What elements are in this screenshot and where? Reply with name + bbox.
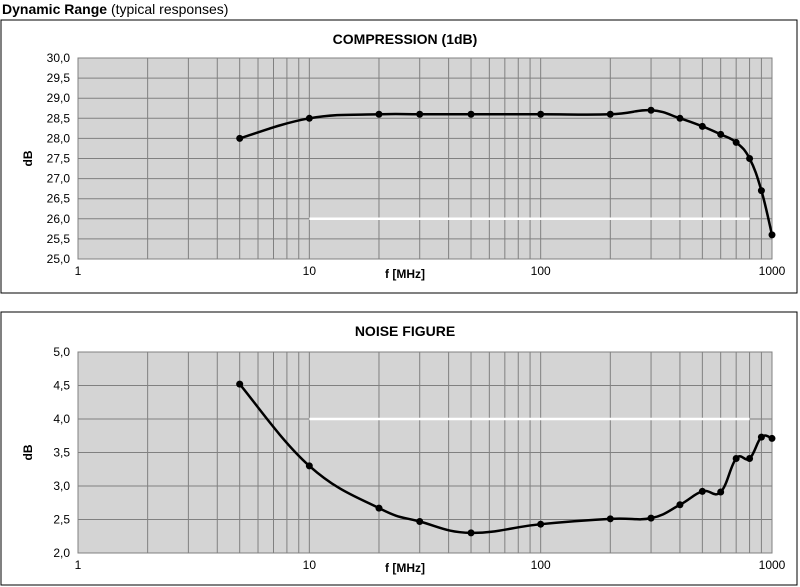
- chart-1: NOISE FIGURE 2,0 2,5 3,0 3,5 4,0 4,5 5,0 1 10 100 1…: [0, 311, 798, 586]
- y-tick-label: 2,0: [53, 546, 70, 560]
- data-point: [732, 138, 740, 146]
- data-point: [236, 380, 244, 388]
- data-point: [305, 114, 313, 122]
- y-tick-label: 27,0: [47, 172, 71, 186]
- data-point: [768, 434, 776, 442]
- data-point: [717, 488, 725, 496]
- y-tick-label: 30,0: [47, 51, 71, 65]
- data-point: [606, 110, 614, 118]
- data-point: [467, 110, 475, 118]
- x-tick-label: 100: [531, 558, 551, 572]
- data-point: [757, 187, 765, 195]
- chart-title: NOISE FIGURE: [355, 323, 455, 339]
- series-line: [239, 108, 774, 236]
- chart-0: COMPRESSION (1dB) 25,0 25,5 26,0 26,5 27,0 27,…: [0, 19, 798, 294]
- y-tick-label: 3,0: [53, 479, 70, 493]
- x-tick-label: 1: [75, 264, 82, 278]
- y-tick-label: 25,0: [47, 252, 71, 266]
- data-point: [698, 487, 706, 495]
- x-tick-label: 1000: [759, 558, 786, 572]
- data-point: [467, 529, 475, 537]
- y-tick-label: 25,5: [47, 232, 71, 246]
- x-axis-label: f [MHz]: [385, 267, 425, 281]
- x-axis-label: f [MHz]: [385, 561, 425, 575]
- x-tick-label: 1: [75, 558, 82, 572]
- page-heading: Dynamic Range (typical responses): [2, 1, 228, 17]
- data-point: [746, 455, 754, 463]
- data-point: [647, 106, 655, 114]
- chart-title: COMPRESSION (1dB): [333, 31, 478, 47]
- data-point: [416, 518, 424, 526]
- data-point: [537, 520, 545, 528]
- x-tick-label: 100: [531, 264, 551, 278]
- y-tick-label: 26,0: [47, 212, 71, 226]
- y-tick-label: 27,5: [47, 152, 71, 166]
- data-point: [768, 231, 776, 239]
- y-tick-label: 26,5: [47, 192, 71, 206]
- heading-subtitle: (typical responses): [110, 1, 229, 17]
- data-point: [717, 130, 725, 138]
- data-point: [732, 455, 740, 463]
- y-axis-label: dB: [21, 444, 35, 460]
- data-point: [375, 504, 383, 512]
- data-point: [647, 514, 655, 522]
- heading-title: Dynamic Range: [2, 1, 108, 17]
- data-point: [676, 501, 684, 509]
- data-point: [416, 110, 424, 118]
- data-point: [236, 134, 244, 142]
- y-tick-label: 3,5: [53, 446, 70, 460]
- x-tick-label: 10: [303, 264, 317, 278]
- y-tick-label: 4,5: [53, 379, 70, 393]
- x-tick-label: 1000: [759, 264, 786, 278]
- y-tick-label: 4,0: [53, 412, 70, 426]
- data-point: [757, 433, 765, 441]
- y-tick-label: 2,5: [53, 513, 70, 527]
- y-tick-label: 29,5: [47, 71, 71, 85]
- data-point: [676, 114, 684, 122]
- data-point: [375, 110, 383, 118]
- y-tick-label: 28,0: [47, 131, 71, 145]
- y-tick-label: 5,0: [53, 345, 70, 359]
- y-axis-label: dB: [21, 150, 35, 166]
- x-tick-label: 10: [303, 558, 317, 572]
- data-point: [305, 462, 313, 470]
- data-point: [746, 155, 754, 162]
- data-point: [537, 110, 545, 118]
- data-point: [606, 515, 614, 523]
- y-tick-label: 28,5: [47, 111, 71, 125]
- y-tick-label: 29,0: [47, 91, 71, 105]
- data-point: [698, 122, 706, 130]
